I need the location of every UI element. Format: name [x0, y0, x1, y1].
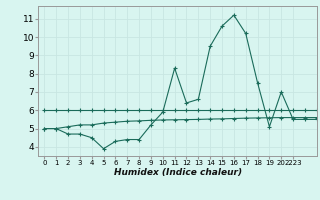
X-axis label: Humidex (Indice chaleur): Humidex (Indice chaleur) — [114, 168, 242, 177]
